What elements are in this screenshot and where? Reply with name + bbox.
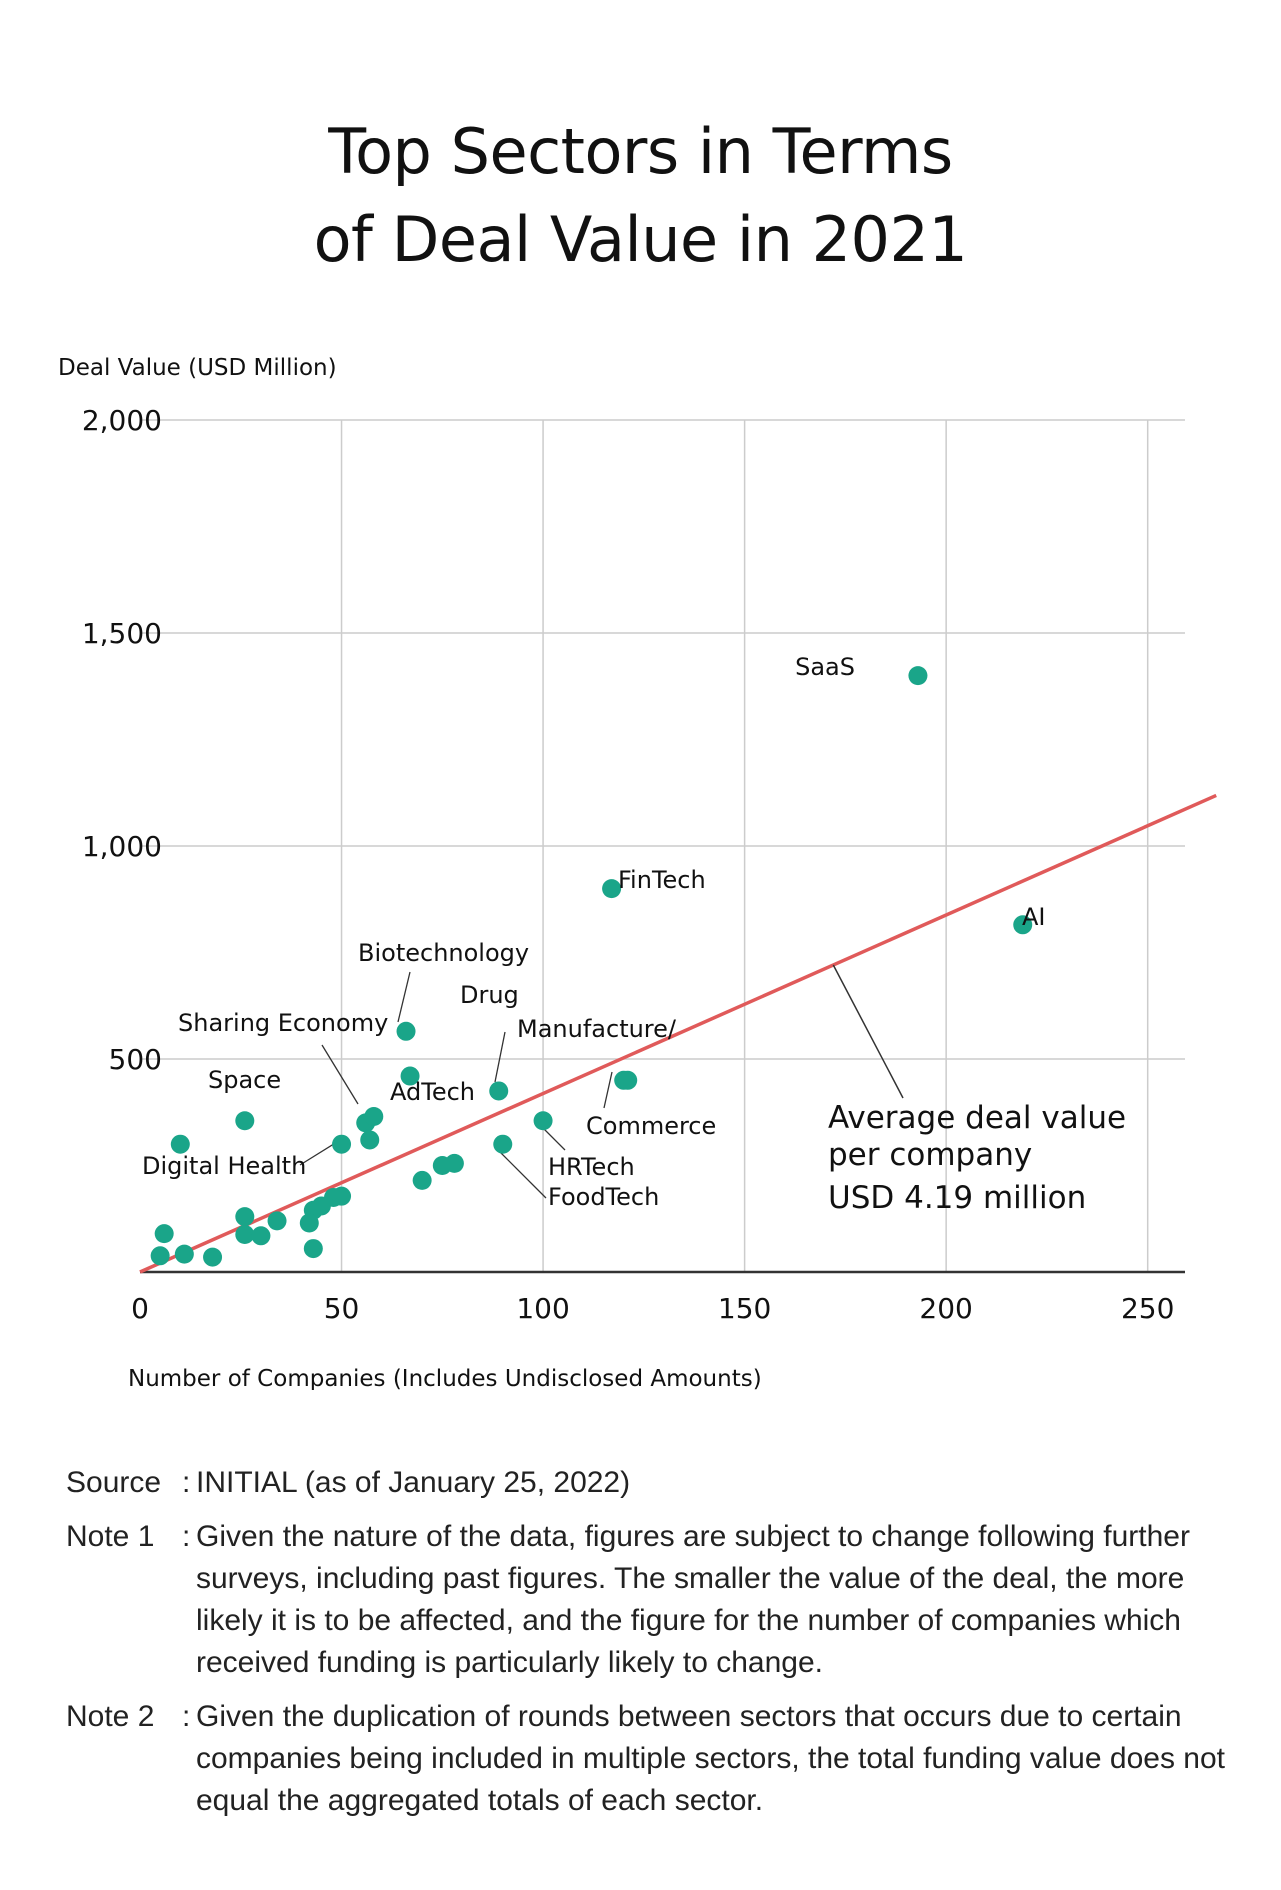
data-point	[235, 1111, 255, 1131]
data-point	[412, 1170, 432, 1190]
point-label: Sharing Economy	[178, 1009, 388, 1037]
grid-lines	[140, 419, 1185, 1272]
data-point	[618, 1070, 638, 1090]
note-2: Note 2 : Given the duplication of rounds…	[66, 1696, 1246, 1822]
label-leader-line	[397, 971, 411, 1023]
leader-lines	[299, 964, 904, 1199]
data-point	[364, 1107, 384, 1127]
point-labels: SaaS FinTech AI Biotechnology Drug Manufactur…	[142, 653, 1046, 1211]
note-label: Note 2	[66, 1700, 155, 1733]
note-text: Given the nature of the data, figures ar…	[196, 1520, 1190, 1679]
point-label: HRTech	[548, 1153, 635, 1181]
data-point	[332, 1186, 352, 1206]
label-leader-line	[495, 1147, 547, 1199]
data-point	[360, 1130, 380, 1150]
data-point	[489, 1081, 509, 1101]
data-point	[203, 1247, 223, 1267]
data-point	[235, 1207, 255, 1227]
chart-title-line-2: of Deal Value in 2021	[313, 203, 968, 276]
note-separator: :	[182, 1520, 191, 1553]
data-point	[396, 1021, 416, 1041]
x-tick-label: 0	[131, 1292, 149, 1325]
y-axis-title: Deal Value (USD Million)	[58, 355, 337, 381]
notes-section: Source : INITIAL (as of January 25, 2022…	[66, 1462, 1246, 1834]
point-label: Manufacture/	[517, 1015, 677, 1043]
point-label: FoodTech	[548, 1183, 659, 1211]
y-tick-label: 1,500	[82, 617, 162, 650]
point-label: FinTech	[618, 866, 706, 894]
x-tick-label: 200	[919, 1292, 972, 1325]
note-text: Given the duplication of rounds between …	[196, 1700, 1225, 1817]
data-point	[1013, 915, 1033, 935]
data-point	[303, 1239, 323, 1259]
label-leader-line	[494, 1031, 506, 1083]
data-point	[235, 1225, 255, 1245]
note-separator: :	[182, 1466, 191, 1499]
point-label: AI	[1022, 903, 1046, 931]
x-axis-title: Number of Companies (Includes Undisclose…	[128, 1366, 762, 1390]
point-label: SaaS	[795, 653, 855, 681]
chart-title: Top Sectors in Terms of Deal Value in 20…	[0, 108, 1281, 284]
data-point	[174, 1244, 194, 1264]
x-tick-label: 150	[718, 1292, 771, 1325]
data-point	[493, 1134, 513, 1154]
point-label: Biotechnology	[358, 939, 529, 967]
data-point	[533, 1111, 553, 1131]
point-label: Digital Health	[142, 1152, 306, 1180]
y-tick-label: 2,000	[82, 404, 162, 437]
scatter-chart: SaaS FinTech AI Biotechnology Drug Manufactur…	[58, 355, 1217, 1390]
trendline-group	[139, 793, 1217, 1274]
data-point	[908, 666, 928, 686]
point-label: AdTech	[390, 1078, 475, 1106]
trendline-annotation-line: Average deal value	[828, 1100, 1126, 1136]
x-tick-label: 250	[1121, 1292, 1174, 1325]
y-tick-label: 500	[109, 1043, 162, 1076]
note-label: Note 1	[66, 1520, 155, 1553]
point-label: Drug	[460, 981, 519, 1009]
point-label: Commerce	[586, 1112, 716, 1140]
data-point	[154, 1224, 174, 1244]
data-point	[251, 1226, 271, 1246]
data-point	[170, 1134, 190, 1154]
trendline-annotation-line: USD 4.19 million	[828, 1180, 1086, 1216]
data-point	[267, 1211, 287, 1231]
note-separator: :	[182, 1700, 191, 1733]
chart-title-line-1: Top Sectors in Terms	[328, 115, 953, 188]
data-point	[400, 1066, 420, 1086]
label-leader-line	[299, 1141, 338, 1166]
trendline-leader-line	[832, 964, 904, 1099]
data-point	[444, 1153, 464, 1173]
trendline-annotation-line: per company	[828, 1137, 1032, 1173]
x-tick-label: 50	[324, 1292, 360, 1325]
data-point	[299, 1213, 319, 1233]
note-label: Source	[66, 1466, 162, 1499]
label-leader-line	[321, 1044, 359, 1105]
note-text: INITIAL (as of January 25, 2022)	[196, 1466, 631, 1499]
data-point	[602, 879, 622, 899]
trendline	[139, 793, 1217, 1274]
data-points	[150, 666, 1033, 1267]
point-label: Space	[208, 1066, 281, 1094]
x-tick-label: 100	[516, 1292, 569, 1325]
label-leader-line	[603, 1071, 613, 1109]
note-1: Note 1 : Given the nature of the data, f…	[66, 1516, 1246, 1684]
data-point	[150, 1246, 170, 1266]
axis-text: 500 1,000 1,500 2,000 0 50 100 150 200 250 Deal Va…	[58, 355, 1174, 1390]
data-point	[332, 1134, 352, 1154]
y-tick-label: 1,000	[82, 830, 162, 863]
note-source: Source : INITIAL (as of January 25, 2022…	[66, 1462, 1246, 1504]
